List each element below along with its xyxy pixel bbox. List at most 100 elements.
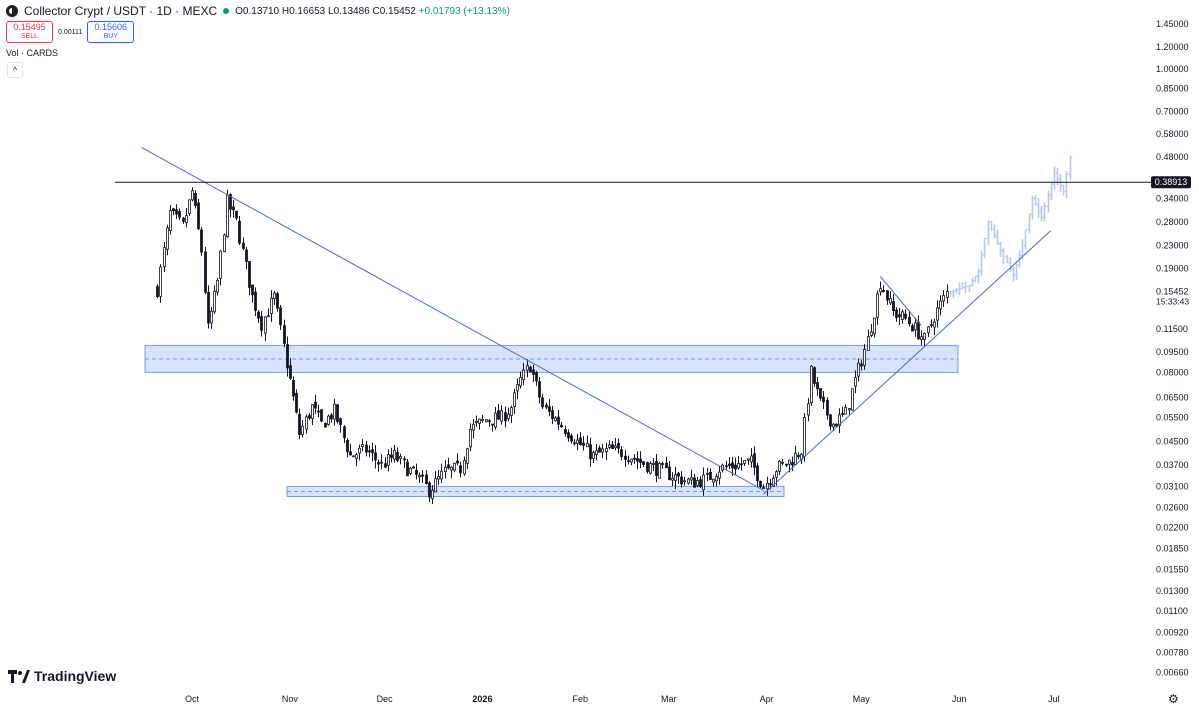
candle-body-212	[826, 399, 829, 416]
y-tick-label-20: 0.04500	[1156, 437, 1189, 447]
candle-body-60	[346, 439, 349, 453]
candle-body-124	[548, 406, 551, 412]
candle-body-195	[772, 477, 775, 487]
volume-legend[interactable]: Vol · CARDS	[6, 48, 59, 58]
candle-body-184	[737, 463, 740, 469]
axes-layer: 1.45000 1.20000 1.00000 0.85000 0.70000 0.580…	[185, 19, 1191, 704]
candle-body-69	[374, 452, 377, 461]
candle-body-171	[696, 480, 699, 486]
candle-body-190	[756, 465, 759, 482]
trendline-1	[763, 230, 1052, 495]
candle-body-217	[841, 413, 844, 415]
candle-body-169	[690, 477, 693, 481]
candle-body-0	[156, 286, 159, 297]
candle-body-196	[775, 471, 778, 478]
candle-body-27	[242, 242, 245, 249]
candle-body-144	[611, 444, 614, 449]
candle-body-188	[750, 455, 753, 463]
candle-body-225	[867, 336, 870, 351]
candle-body-51	[317, 410, 320, 413]
candle-body-151	[633, 457, 636, 460]
candle-body-172	[699, 479, 702, 488]
buy-price: 0.15606	[94, 22, 128, 32]
candle-body-246	[933, 321, 936, 328]
candle-body-114	[516, 384, 519, 392]
candle-body-242	[920, 336, 923, 341]
candle-body-210	[819, 388, 822, 399]
candle-body-165	[677, 472, 680, 477]
brand-name: TradingView	[34, 668, 117, 684]
candle-body-143	[608, 444, 611, 448]
chart-header: Collector Crypt / USDT · 1D · MEXC O0.13…	[6, 4, 510, 18]
candle-body-202	[794, 452, 797, 465]
candle-body-66	[365, 444, 368, 453]
candle-body-95	[456, 460, 459, 464]
candle-body-122	[541, 397, 544, 408]
candle-body-36	[270, 297, 273, 314]
candle-body-137	[589, 444, 592, 460]
candle-body-73	[387, 454, 390, 466]
chevron-up-icon: ^	[12, 65, 18, 75]
candle-body-3	[166, 227, 169, 250]
candle-body-192	[762, 487, 765, 489]
candle-body-213	[829, 414, 832, 427]
candle-body-145	[614, 445, 617, 449]
candle-body-222	[857, 362, 860, 377]
collapse-legend-button[interactable]: ^	[7, 62, 23, 78]
candle-body-31	[254, 291, 257, 311]
candle-body-221	[854, 377, 857, 387]
candle-body-93	[450, 466, 453, 471]
candle-body-167	[683, 480, 686, 483]
candle-body-247	[936, 307, 939, 321]
candle-body-2	[163, 247, 166, 268]
candle-body-24	[232, 206, 235, 211]
candle-body-243	[923, 332, 926, 340]
candle-body-140	[598, 447, 601, 453]
candle-body-232	[889, 298, 892, 304]
tradingview-logo[interactable]: TradingView	[8, 668, 116, 684]
candle-body-240	[914, 322, 917, 331]
chart-settings-button[interactable]: ⚙	[1168, 692, 1179, 706]
buy-button[interactable]: 0.15606 BUY	[87, 21, 135, 43]
candle-body-135	[582, 442, 585, 446]
candle-body-77	[399, 456, 402, 459]
candle-body-40	[283, 325, 286, 344]
candle-body-241	[917, 321, 920, 340]
candle-body-80	[409, 467, 412, 474]
candle-body-131	[570, 435, 573, 442]
symbol-title[interactable]: Collector Crypt / USDT · 1D · MEXC	[24, 4, 218, 18]
candle-body-119	[532, 369, 535, 375]
candle-body-87	[431, 489, 434, 500]
ohlc-values: O0.13710 H0.16653 L0.13486 C0.15452	[235, 5, 416, 17]
candle-body-218	[844, 407, 847, 415]
candle-body-214	[832, 423, 835, 428]
candle-body-1	[159, 266, 162, 297]
candle-body-115	[519, 377, 522, 387]
candle-body-180	[725, 465, 728, 468]
projection-layer	[948, 155, 1073, 299]
candle-body-46	[301, 425, 304, 435]
candle-body-147	[620, 449, 623, 458]
candle-body-118	[529, 366, 532, 373]
y-tick-label-7: 0.48000	[1156, 152, 1189, 162]
candle-body-21	[223, 234, 226, 252]
candle-body-28	[245, 249, 248, 262]
candle-body-113	[513, 392, 516, 407]
sell-button[interactable]: 0.15495 SELL	[6, 21, 53, 43]
y-tick-label-12: 0.19000	[1156, 263, 1189, 273]
candle-body-120	[535, 372, 538, 382]
candle-body-58	[339, 418, 342, 425]
y-tick-label-6: 0.58000	[1156, 129, 1189, 139]
candle-body-185	[740, 463, 743, 466]
y-tick-label-19: 0.05500	[1156, 412, 1189, 422]
candle-body-176	[712, 478, 715, 483]
candle-body-162	[668, 466, 671, 481]
candle-body-164	[674, 474, 677, 481]
candle-body-97	[463, 460, 466, 475]
candle-body-88	[434, 478, 437, 493]
candle-body-160	[661, 463, 664, 465]
candle-body-155	[646, 462, 649, 472]
y-tick-label-11: 0.23000	[1156, 240, 1189, 250]
candle-body-25	[235, 210, 238, 219]
